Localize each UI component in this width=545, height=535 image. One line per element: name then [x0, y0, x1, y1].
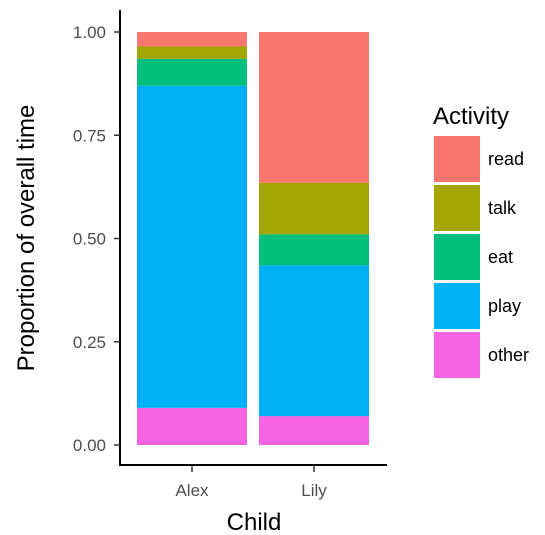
legend-key-eat: [434, 234, 480, 280]
bar-segment-alex-eat: [137, 58, 247, 86]
x-tick-label: Lily: [301, 481, 327, 500]
legend-key-play: [434, 283, 480, 329]
bar-segment-alex-other: [137, 407, 247, 445]
legend-key-talk: [434, 185, 480, 231]
bar-segment-lily-play: [259, 265, 369, 417]
y-axis-title: Proportion of overall time: [13, 105, 40, 372]
legend: Activity read talk eat play other: [433, 103, 529, 378]
legend-key-read: [434, 136, 480, 182]
y-tick-label: 0.50: [73, 230, 106, 249]
legend-label-talk: talk: [488, 198, 517, 218]
legend-title: Activity: [433, 103, 509, 130]
bars-layer: [137, 32, 369, 445]
legend-key-other: [434, 332, 480, 378]
legend-label-read: read: [488, 149, 524, 169]
bar-segment-lily-talk: [259, 182, 369, 235]
bar-segment-lily-other: [259, 416, 369, 445]
x-axis-title: Child: [227, 509, 282, 535]
legend-label-other: other: [488, 345, 529, 365]
x-ticks: Alex Lily: [175, 466, 327, 500]
bar-segment-alex-talk: [137, 46, 247, 59]
y-tick-label: 0.25: [73, 333, 106, 352]
bar-segment-lily-read: [259, 32, 369, 183]
y-tick-label: 0.00: [73, 436, 106, 455]
bar-segment-lily-eat: [259, 234, 369, 266]
bar-segment-alex-play: [137, 85, 247, 408]
x-tick-label: Alex: [175, 481, 209, 500]
legend-items: read talk eat play other: [434, 136, 529, 378]
legend-label-play: play: [488, 296, 521, 316]
y-tick-label: 1.00: [73, 23, 106, 42]
legend-label-eat: eat: [488, 247, 513, 267]
y-tick-label: 0.75: [73, 126, 106, 145]
y-ticks: 0.00 0.25 0.50 0.75 1.00: [73, 23, 120, 455]
bar-segment-alex-read: [137, 32, 247, 47]
